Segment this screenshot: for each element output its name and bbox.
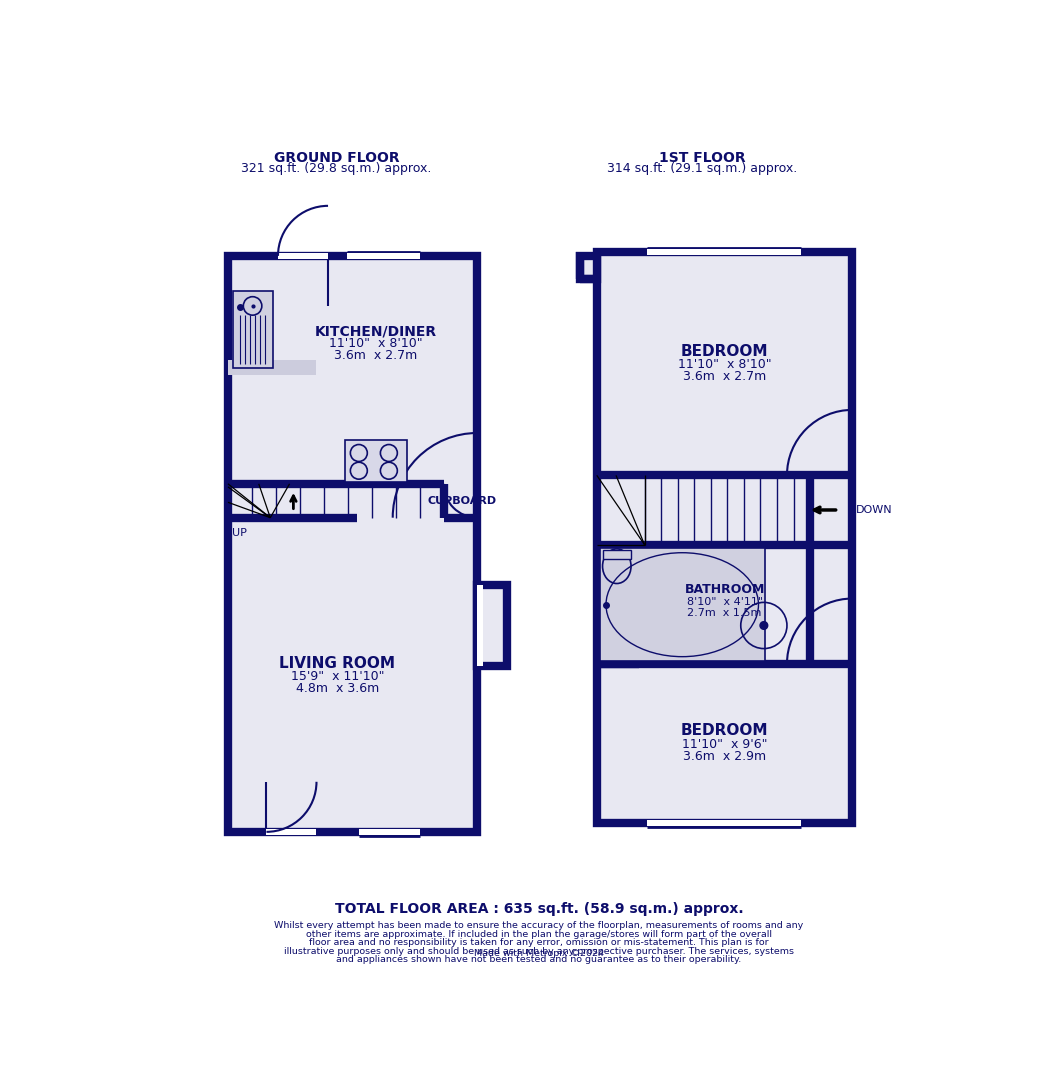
Text: KITCHEN/DINER: KITCHEN/DINER (314, 324, 437, 338)
Text: Made with Metropix ©2024: Made with Metropix ©2024 (474, 949, 604, 958)
Bar (228, 256, 477, 832)
Bar (347, 253, 420, 259)
Text: DOWN: DOWN (856, 505, 892, 515)
Circle shape (760, 622, 767, 630)
Bar (597, 252, 852, 823)
Bar (600, 549, 635, 591)
Bar (477, 585, 507, 666)
Bar (646, 820, 801, 826)
Bar (580, 256, 597, 279)
Text: 11'10"  x 8'10": 11'10" x 8'10" (678, 357, 771, 370)
Bar (646, 249, 801, 255)
Bar (603, 550, 632, 559)
Text: 3.6m  x 2.7m: 3.6m x 2.7m (683, 370, 766, 383)
Bar (477, 585, 482, 666)
Text: 8'10"  x 4'11": 8'10" x 4'11" (686, 596, 763, 607)
Text: UP: UP (232, 528, 247, 539)
Text: TOTAL FLOOR AREA : 635 sq.ft. (58.9 sq.m.) approx.: TOTAL FLOOR AREA : 635 sq.ft. (58.9 sq.m… (334, 902, 743, 916)
Bar (358, 828, 420, 835)
Text: BATHROOM: BATHROOM (684, 583, 765, 596)
Text: illustrative purposes only and should be used as such by any prospective purchas: illustrative purposes only and should be… (284, 946, 794, 956)
Text: 3.6m  x 2.9m: 3.6m x 2.9m (683, 750, 766, 762)
Text: and appliances shown have not been tested and no guarantee as to their operabili: and appliances shown have not been teste… (336, 955, 742, 964)
Text: 321 sq.ft. (29.8 sq.m.) approx.: 321 sq.ft. (29.8 sq.m.) approx. (242, 162, 432, 175)
Bar (600, 548, 765, 661)
Text: 1ST FLOOR: 1ST FLOOR (659, 151, 745, 165)
Bar (232, 291, 272, 367)
Bar (228, 360, 316, 375)
Text: 2.7m  x 1.5m: 2.7m x 1.5m (687, 608, 762, 618)
Text: 314 sq.ft. (29.1 sq.m.) approx.: 314 sq.ft. (29.1 sq.m.) approx. (607, 162, 798, 175)
Text: GROUND FLOOR: GROUND FLOOR (273, 151, 399, 165)
Text: floor area and no responsibility is taken for any error, omission or mis-stateme: floor area and no responsibility is take… (309, 939, 769, 947)
Text: BEDROOM: BEDROOM (681, 724, 768, 739)
Text: Whilst every attempt has been made to ensure the accuracy of the floorplan, meas: Whilst every attempt has been made to en… (274, 921, 804, 930)
Text: 11'10"  x 8'10": 11'10" x 8'10" (329, 337, 423, 350)
Text: 11'10"  x 9'6": 11'10" x 9'6" (682, 738, 767, 751)
Text: CUPBOARD: CUPBOARD (428, 496, 496, 505)
Text: LIVING ROOM: LIVING ROOM (280, 656, 395, 671)
Bar (345, 440, 407, 483)
Text: BEDROOM: BEDROOM (681, 343, 768, 359)
Text: 3.6m  x 2.7m: 3.6m x 2.7m (334, 350, 417, 363)
Bar (267, 828, 316, 835)
Text: other items are approximate. If included in the plan the garage/stores will form: other items are approximate. If included… (306, 930, 772, 939)
Bar (279, 253, 328, 259)
Text: 4.8m  x 3.6m: 4.8m x 3.6m (295, 683, 379, 696)
Text: 15'9"  x 11'10": 15'9" x 11'10" (290, 670, 384, 683)
